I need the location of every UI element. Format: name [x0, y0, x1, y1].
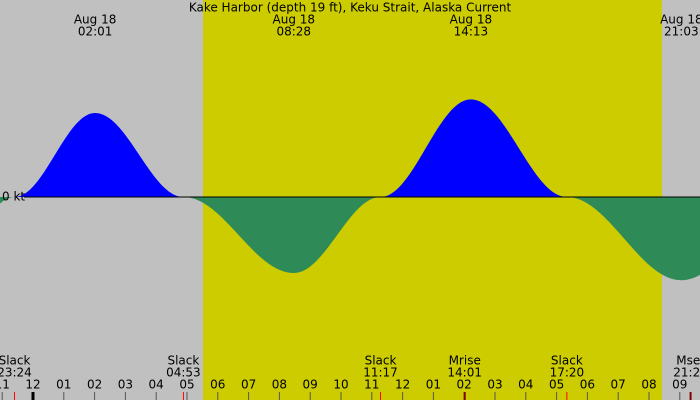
event-time: 11:17: [363, 366, 398, 380]
hour-label: 03: [487, 378, 502, 392]
event-time: 17:20: [550, 366, 585, 380]
hour-label: 05: [179, 378, 194, 392]
hour-label: 11: [364, 378, 379, 392]
hour-label: 11: [0, 378, 10, 392]
hour-label: 07: [611, 378, 626, 392]
hour-label: 02: [457, 378, 472, 392]
hour-label: 02: [87, 378, 102, 392]
event-time: 23:24: [0, 366, 32, 380]
extremum-date: Aug 18: [273, 13, 316, 27]
extremum-time: 08:28: [276, 25, 311, 39]
chart-title: Kake Harbor (depth 19 ft), Keku Strait, …: [189, 1, 512, 15]
event-label: Mset: [676, 354, 700, 368]
event-time: 04:53: [166, 366, 201, 380]
current-tail: [0, 197, 15, 204]
extremum-time: 14:13: [454, 25, 489, 39]
hour-label: 09: [303, 378, 318, 392]
extremum-date: Aug 18: [660, 13, 700, 27]
event-label: Slack: [167, 354, 199, 368]
hour-label: 01: [56, 378, 71, 392]
event-time: 14:01: [447, 366, 482, 380]
hour-label: 12: [25, 378, 40, 392]
hour-label: 07: [241, 378, 256, 392]
event-label: Mrise: [449, 354, 481, 368]
event-label: Slack: [551, 354, 583, 368]
extremum-date: Aug 18: [450, 13, 493, 27]
extremum-time: 21:03: [664, 25, 699, 39]
flood-lobe: [380, 99, 567, 197]
hour-label: 05: [549, 378, 564, 392]
hour-label: 06: [580, 378, 595, 392]
hour-label: 12: [395, 378, 410, 392]
event-label: Slack: [365, 354, 397, 368]
hour-label: 04: [149, 378, 164, 392]
hour-label: 01: [426, 378, 441, 392]
extremum-time: 02:01: [78, 25, 113, 39]
hour-label: 04: [518, 378, 533, 392]
hour-label: 03: [118, 378, 133, 392]
ebb-lobe: [183, 197, 381, 273]
event-time: 21:21: [673, 366, 700, 380]
hour-label: 08: [272, 378, 287, 392]
hour-label: 08: [641, 378, 656, 392]
event-label: Slack: [0, 354, 30, 368]
hour-label: 06: [210, 378, 225, 392]
hour-label: 10: [333, 378, 348, 392]
flood-lobe: [14, 113, 184, 197]
y-tick-label: 0 kt: [2, 190, 25, 204]
extremum-date: Aug 18: [74, 13, 117, 27]
hour-label: 09: [672, 378, 687, 392]
ebb-lobe: [566, 197, 700, 281]
